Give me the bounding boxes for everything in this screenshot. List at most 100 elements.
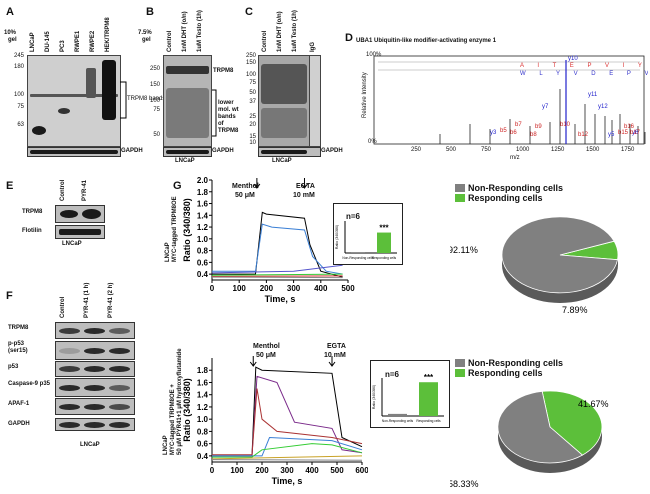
inset-category: Responding cells [372, 256, 397, 260]
panel-d-spectrum: A I T E P V I Y K T I W L Y V D E P V K … [373, 55, 648, 145]
panel-d-xtick: 1250 [551, 147, 565, 153]
c-mw-value: 20 [249, 122, 256, 128]
x-tick-label: 500 [341, 284, 355, 293]
ms-ion-y: y12 [598, 104, 608, 110]
panel-b-gapdh-label: GAPDH [212, 148, 234, 154]
panel-b-lower-line: TRPM8 [218, 128, 239, 134]
ms-ion-y: y10 [568, 56, 578, 62]
y-axis-title: Ratio (340/380) [182, 198, 192, 262]
x-axis-title: Time, s [272, 476, 303, 486]
inset-bar [351, 252, 365, 253]
c-lanes-label: 1nM DHT (o/n) [277, 11, 283, 52]
c-mw-value: 37 [249, 99, 256, 105]
b-mw-value: 100 [149, 98, 160, 104]
egta-arrow [328, 356, 336, 367]
panel-f-band [109, 366, 130, 372]
panel-f-band [59, 327, 80, 334]
panel-d-xtick: 1750 [621, 147, 635, 153]
panel-c-letter: C [245, 6, 253, 18]
ms-ion-b: b15 [618, 130, 629, 136]
ms-ion-b: b6 [510, 130, 517, 136]
calcium-trace [212, 388, 363, 456]
g-top-egta: EGTA [296, 183, 315, 190]
panel-a-pct: 10% [4, 30, 17, 36]
g-bottom-legend-grey-swatch [455, 359, 465, 367]
panel-d-xtick: 1000 [516, 147, 530, 153]
panel-c-gapdh-label: GAPDH [321, 148, 343, 154]
inset-category: Non-Responding cells [382, 419, 414, 423]
panel-b-gel: gel [142, 37, 151, 43]
a-lanes-label: LNCaP [30, 32, 36, 52]
panel-f-band [84, 384, 105, 391]
egta-arrow [301, 178, 308, 189]
calcium-trace [212, 223, 343, 275]
a-mw-value: 180 [13, 64, 24, 70]
panel-d-ytick-bottom: 0% [368, 139, 377, 145]
panel-f-band [109, 403, 130, 410]
y-tick-label: 1.2 [197, 223, 209, 232]
panel-c-igg-lane [309, 55, 321, 147]
g-top-egta-conc: 10 mM [293, 192, 315, 199]
panel-e-letter: E [6, 180, 14, 192]
g-top-side-label: LNCaP MYC-tagged TRPM8OE [165, 196, 179, 262]
panel-d-xtick: 1500 [586, 147, 600, 153]
ms-ion-b: b10 [560, 122, 571, 128]
y-tick-label: 1.0 [197, 415, 209, 424]
y-tick-label: 1.4 [197, 391, 209, 400]
panel-c-igg-label: IgG [310, 42, 316, 52]
y-tick-label: 0.6 [197, 440, 209, 449]
a-lanes-label: RWPE2 [90, 30, 96, 52]
f-lanes-label: Control [60, 296, 66, 318]
panel-d-letter: D [345, 32, 353, 44]
x-tick-label: 200 [255, 466, 269, 475]
f-lanes-label: PYR-41 (1 h) [84, 282, 90, 318]
g-top-trace-chart: 0.4 0.6 0.8 1.0 1.2 1.4 1.6 1.8 2.0 0 100 200 300 400… [182, 176, 355, 304]
c-lanes-label: 1uM Testo (1h) [292, 10, 298, 52]
b-lanes-label: 1nM DHT (o/n) [182, 11, 188, 52]
g-bottom-menthol: Menthol [253, 343, 280, 350]
c-mw-value: 15 [249, 134, 256, 140]
a-lanes-label: PC3 [60, 40, 66, 52]
y-tick-label: 1.4 [197, 211, 209, 220]
panel-b-lower-line: of [218, 121, 224, 127]
x-tick-label: 100 [233, 284, 247, 293]
g-bottom-n: n=6 [385, 370, 400, 379]
ms-ion-b: b9 [535, 124, 542, 130]
panel-b-lower-label: lower mol. wt bands of TRPM8 [218, 100, 239, 135]
panel-f-blot-strip [55, 378, 135, 397]
pie-value-label: 92.11% [450, 245, 478, 255]
a-lanes-label: RWPE1 [75, 30, 81, 52]
y-tick-label: 1.6 [197, 200, 209, 209]
calcium-trace [211, 264, 343, 274]
panel-c-gapdh-strip [258, 147, 321, 157]
e-lanes-label: PYR-41 [82, 179, 88, 201]
g-bottom-legend-nonresp: Non-Responding cells [468, 358, 564, 368]
inset-bar [377, 232, 391, 253]
panel-b-cell: LNCaP [175, 158, 195, 164]
x-tick-label: 300 [287, 284, 301, 293]
panel-f-band [84, 327, 105, 334]
ms-ion-b: b7 [515, 122, 522, 128]
pie-value-label: 41.67% [578, 399, 609, 409]
panel-b-lower-line: bands [218, 114, 236, 120]
calcium-trace [212, 375, 363, 457]
ms-ion-b: b17 [630, 130, 641, 136]
a-mw-value: 100 [13, 92, 24, 98]
ms-ion-y: y3 [490, 130, 497, 136]
pie-value-label: 58.33% [450, 479, 479, 489]
panel-f-row-label: p53 [8, 364, 19, 370]
c-mw-value: 50 [249, 90, 256, 96]
y-tick-label: 0.4 [197, 270, 209, 279]
panel-f-band [109, 384, 130, 391]
ms-ion-b: b16 [624, 124, 635, 130]
g-top-legend: Non-Responding cells Responding cells [455, 183, 563, 203]
y-tick-label: 0.8 [197, 247, 209, 256]
x-tick-label: 400 [314, 284, 328, 293]
g-bottom-side-line2: MYC-tagged TRPM8OE + [170, 384, 176, 455]
g-top-pie-chart: 92.11% 7.89% [450, 216, 619, 315]
panel-f-row-label: TRPM8 [8, 325, 29, 331]
panel-g-letter: G [173, 180, 182, 192]
g-top-menthol: Menthol [232, 183, 259, 190]
ms-ion-y: y11 [588, 92, 598, 98]
x-tick-label: 100 [230, 466, 244, 475]
